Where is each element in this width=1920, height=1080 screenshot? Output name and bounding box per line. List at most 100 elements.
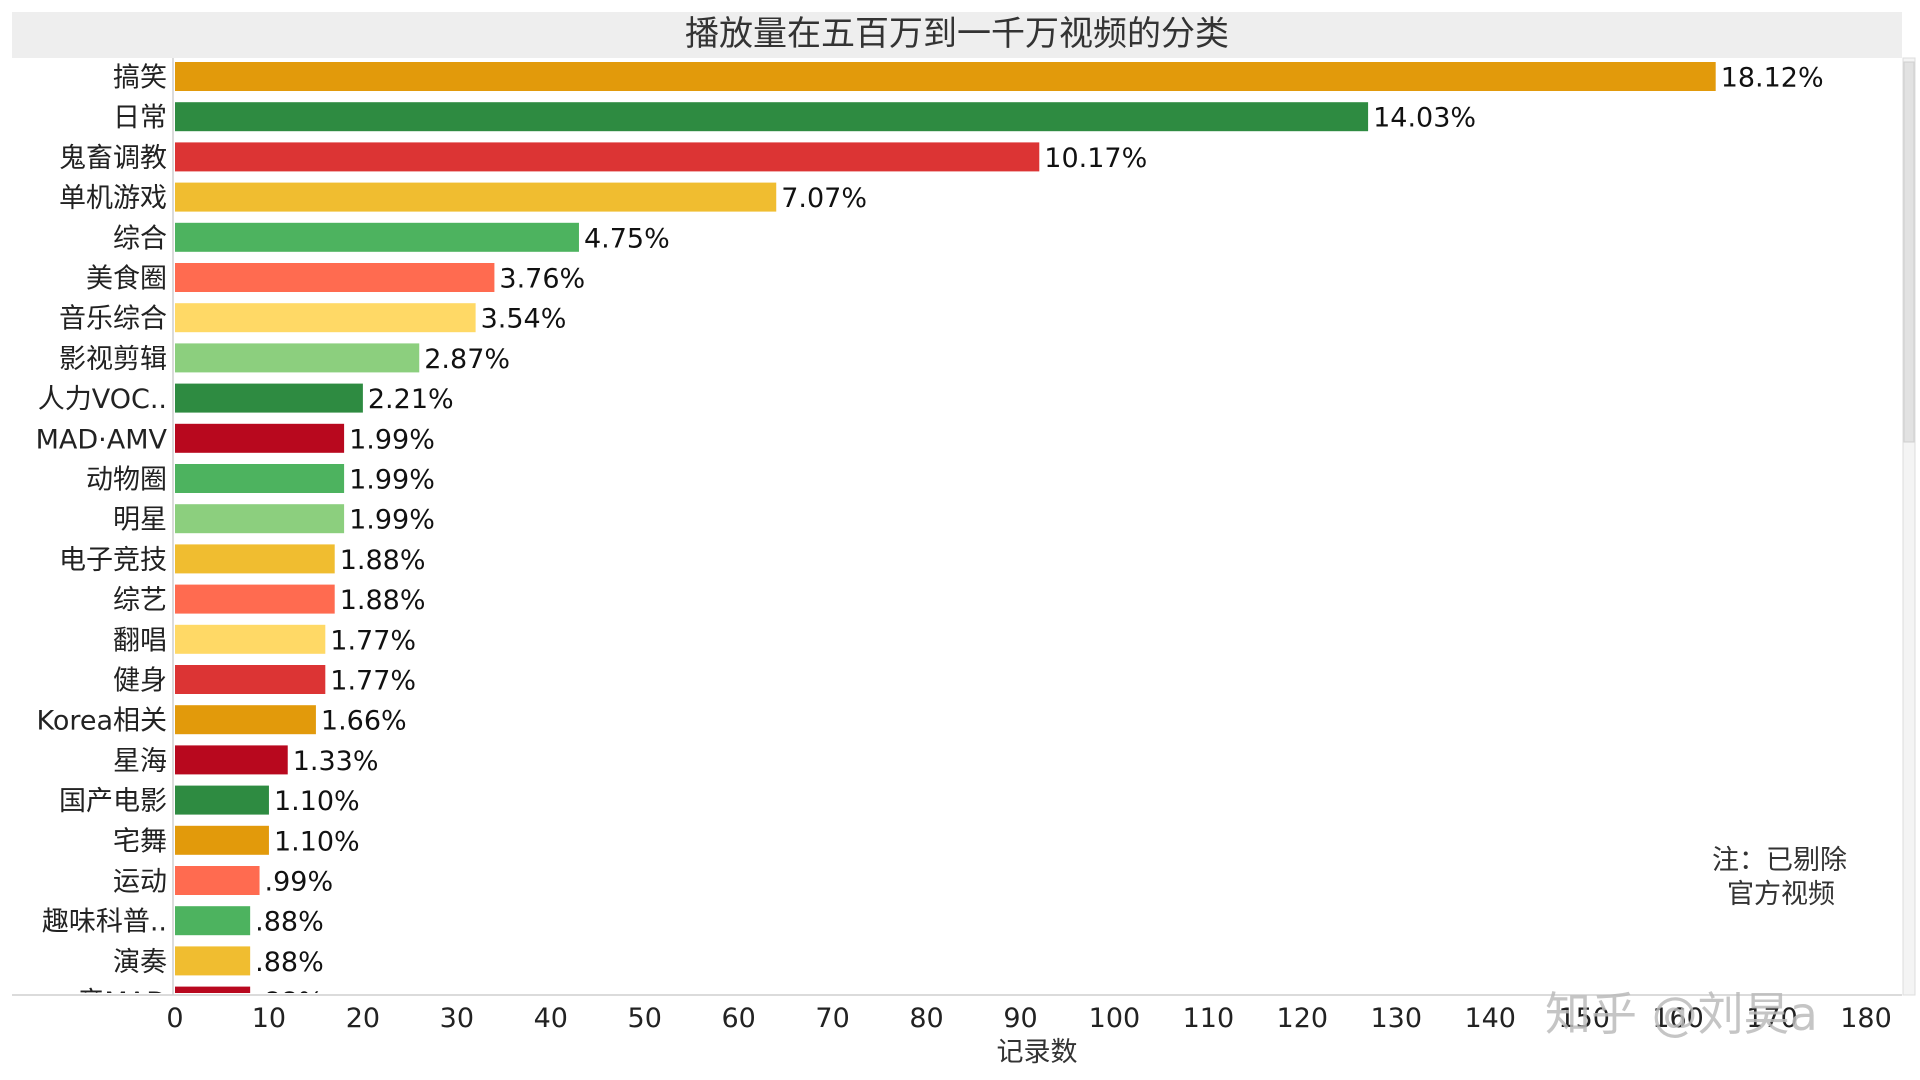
x-axis-title: 记录数 [997,1037,1078,1068]
value-label: 1.99% [349,424,435,455]
category-label: 音MAD [77,987,167,1018]
x-tick-label: 30 [440,1003,474,1034]
note-line-2: 官方视频 [1727,879,1835,910]
category-label: 运动 [113,867,167,898]
category-label: 动物圈 [86,465,167,496]
category-label: 翻唱 [113,625,167,656]
value-label: 1.10% [274,786,360,817]
category-label: 日常 [113,103,167,134]
title-band [12,12,1902,58]
note-line-1: 注：已剔除 [1712,845,1847,876]
x-tick-label: 120 [1277,1003,1329,1034]
bar [175,825,269,855]
bar [175,504,345,534]
category-label: MAD·AMV [36,424,168,455]
category-label: 星海 [113,746,167,777]
value-label: 1.10% [274,826,360,857]
category-label: 鬼畜调教 [59,143,167,174]
x-tick-label: 0 [166,1003,183,1034]
x-tick-label: 170 [1746,1003,1798,1034]
value-label: .88% [255,947,324,978]
bar [175,946,251,976]
category-label: Korea相关 [36,706,167,737]
value-label: 7.07% [781,183,867,214]
bar [175,906,251,936]
chart-title: 播放量在五百万到一千万视频的分类 [685,14,1229,54]
scrollbar-thumb[interactable] [1903,61,1915,443]
x-tick-label: 130 [1371,1003,1423,1034]
value-label: 3.54% [481,304,567,335]
bar [175,303,476,333]
x-axis-ticks: 0 10 20 30 40 50 60 70 80 90 100 110 120 130 140 150 160… [166,1003,1891,1034]
value-label: 1.33% [293,746,379,777]
category-label: 演奏 [113,947,167,978]
category-label: 单机游戏 [59,183,167,214]
x-tick-label: 70 [815,1003,849,1034]
x-tick-label: 40 [534,1003,568,1034]
x-tick-label: 10 [252,1003,286,1034]
value-label: 1.77% [330,666,416,697]
category-label: 趣味科普.. [42,907,167,938]
value-label: .88% [255,907,324,938]
category-label: 明星 [113,505,167,536]
bar [175,544,335,574]
value-label: 1.88% [340,585,426,616]
bar [175,182,777,212]
category-label: 综艺 [113,585,167,616]
x-tick-label: 180 [1840,1003,1892,1034]
value-label: 1.77% [330,625,416,656]
x-tick-label: 80 [909,1003,943,1034]
bar [175,986,251,993]
bar [175,142,1040,172]
value-label: 18.12% [1721,63,1824,94]
x-tick-label: 160 [1652,1003,1704,1034]
value-label: .88% [255,987,324,1018]
bar [175,785,269,815]
bar [175,62,1716,91]
bar [175,705,316,735]
category-label: 搞笑 [113,63,167,94]
category-label: 音乐综合 [59,304,167,335]
value-label: 1.99% [349,465,435,496]
category-label: 健身 [113,666,167,697]
bar [175,464,345,493]
x-tick-label: 20 [346,1003,380,1034]
bar [175,665,326,694]
value-label: 3.76% [499,264,585,295]
x-tick-label: 110 [1183,1003,1235,1034]
value-label: 14.03% [1373,103,1476,134]
value-label: 10.17% [1044,143,1147,174]
bar [175,866,260,895]
category-label: 美食圈 [86,264,167,295]
category-label: 电子竞技 [59,545,167,576]
bar [175,624,326,654]
x-tick-label: 50 [628,1003,662,1034]
value-label: 2.21% [368,384,454,415]
category-label: 影视剪辑 [59,344,167,375]
category-label: 人力VOC.. [38,384,167,415]
value-label: 1.88% [340,545,426,576]
x-tick-label: 60 [721,1003,755,1034]
bar [175,423,345,453]
bar [175,745,288,775]
category-label: 综合 [113,223,167,254]
bar [175,584,335,614]
category-label: 国产电影 [59,786,167,817]
bar [175,383,363,413]
value-labels: 18.12% 14.03% 10.17% 7.07% 4.75% 3.76% 3.54% 2.… [255,63,1824,1018]
x-tick-label: 90 [1003,1003,1037,1034]
value-label: .99% [265,867,334,898]
x-tick-label: 100 [1089,1003,1141,1034]
x-tick-label: 150 [1558,1003,1610,1034]
bar [175,343,420,373]
value-label: 4.75% [584,223,670,254]
category-label: 宅舞 [113,826,167,857]
value-label: 1.99% [349,505,435,536]
bar [175,263,495,292]
value-label: 2.87% [424,344,510,375]
x-tick-label: 140 [1464,1003,1516,1034]
watermark: 知乎 @刘昊a [1545,987,1818,1041]
